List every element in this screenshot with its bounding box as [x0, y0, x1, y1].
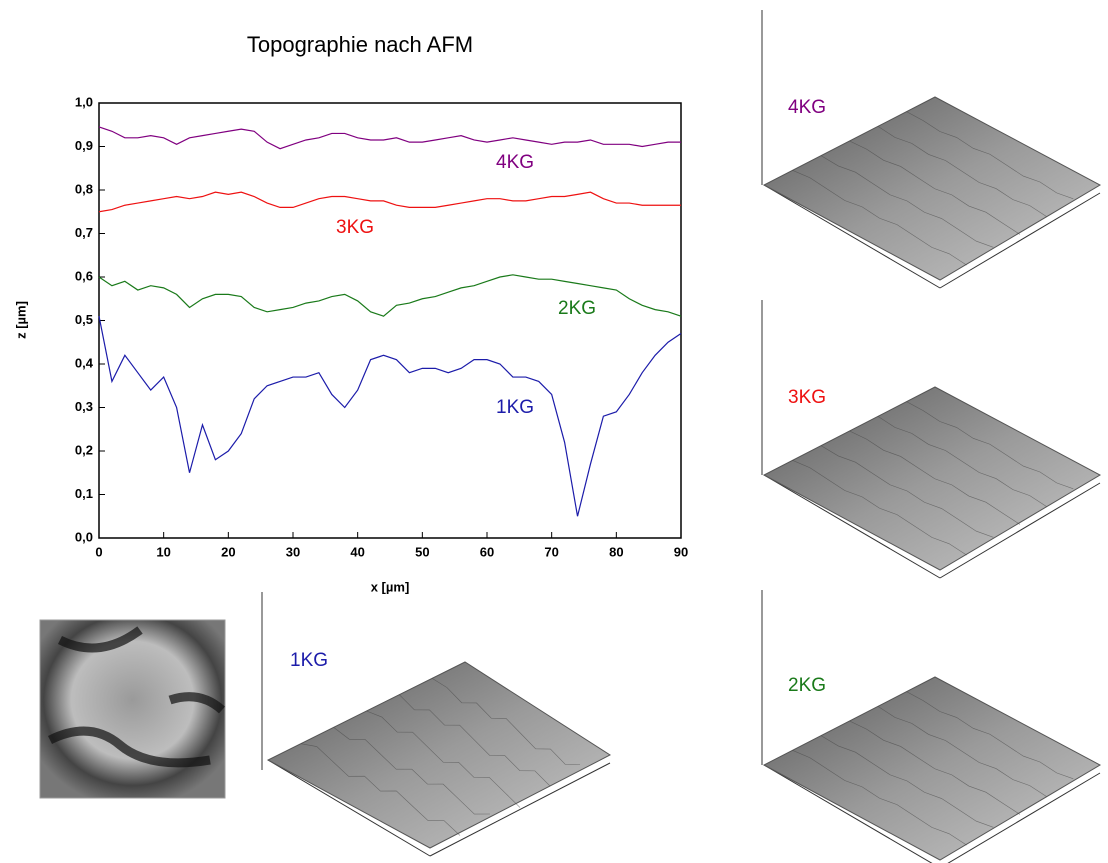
surface-texture: [906, 111, 1074, 200]
surface-texture: [906, 401, 1074, 490]
surface-texture: [849, 140, 1021, 235]
surface-texture: [877, 706, 1047, 797]
surface-texture: [820, 735, 994, 828]
y-tick-label: 0,2: [75, 442, 93, 457]
surface-texture: [333, 727, 491, 815]
x-tick-label: 60: [480, 544, 494, 559]
afm-image-texture: [47, 626, 226, 768]
series-label: 2KG: [558, 298, 596, 319]
line: [98, 191, 681, 213]
y-tick-label: 0,6: [75, 268, 93, 283]
surface-texture: [432, 678, 581, 765]
y-tick-label: 0,0: [75, 529, 93, 544]
panel-axis: [939, 192, 1101, 289]
series-label: 1KG: [496, 397, 534, 418]
x-tick-label: 50: [415, 544, 429, 559]
x-tick-label: 10: [156, 544, 170, 559]
y-tick-label: 0,9: [75, 138, 93, 153]
surface-texture: [300, 743, 461, 836]
surface-texture: [792, 750, 967, 846]
y-tick-label: 1,0: [75, 94, 93, 109]
surface-texture: [877, 416, 1047, 507]
line: [98, 274, 682, 317]
panel-axis: [267, 759, 431, 857]
panel-axis: [763, 474, 941, 579]
chart-title: Topographie nach AFM: [247, 32, 473, 57]
line: [98, 126, 681, 150]
panel-label: 2KG: [788, 675, 826, 696]
x-tick-label: 80: [609, 544, 623, 559]
x-axis-label: x [µm]: [371, 579, 410, 594]
surface-texture: [792, 170, 967, 266]
panel-axis: [763, 184, 941, 289]
panel-label: 3KG: [788, 387, 826, 408]
y-axis-label: z [µm]: [13, 301, 28, 339]
panel-axis: [939, 482, 1101, 579]
afm-image: [39, 619, 226, 799]
surface-texture: [849, 430, 1021, 525]
y-tick-label: 0,8: [75, 181, 93, 196]
panel-label: 4KG: [788, 97, 826, 118]
surface-texture: [366, 710, 521, 808]
surface-texture: [820, 445, 994, 538]
panel-axis: [429, 762, 611, 857]
surface-texture: [792, 460, 967, 556]
series-label: 4KG: [496, 152, 534, 173]
y-tick-label: 0,4: [75, 355, 94, 370]
surface-texture: [877, 126, 1047, 217]
panel-label: 1KG: [290, 650, 328, 671]
surface: [266, 661, 611, 849]
x-tick-label: 90: [674, 544, 688, 559]
surface-texture: [399, 694, 551, 787]
surface-texture: [849, 720, 1021, 815]
surface-texture: [820, 155, 994, 248]
y-tick-label: 0,7: [75, 225, 93, 240]
y-tick-label: 0,3: [75, 399, 93, 414]
x-tick-label: 30: [286, 544, 300, 559]
series-label: 3KG: [336, 217, 374, 238]
y-tick-label: 0,1: [75, 486, 93, 501]
x-tick-label: 40: [350, 544, 364, 559]
x-tick-label: 20: [221, 544, 235, 559]
plot-frame: [98, 102, 682, 539]
line: [98, 316, 682, 517]
surface-texture: [906, 691, 1074, 780]
y-tick-label: 0,5: [75, 312, 93, 327]
x-tick-label: 0: [95, 544, 102, 559]
x-tick-label: 70: [544, 544, 558, 559]
panel-axis: [763, 764, 933, 863]
panel-axis: [947, 772, 1101, 863]
